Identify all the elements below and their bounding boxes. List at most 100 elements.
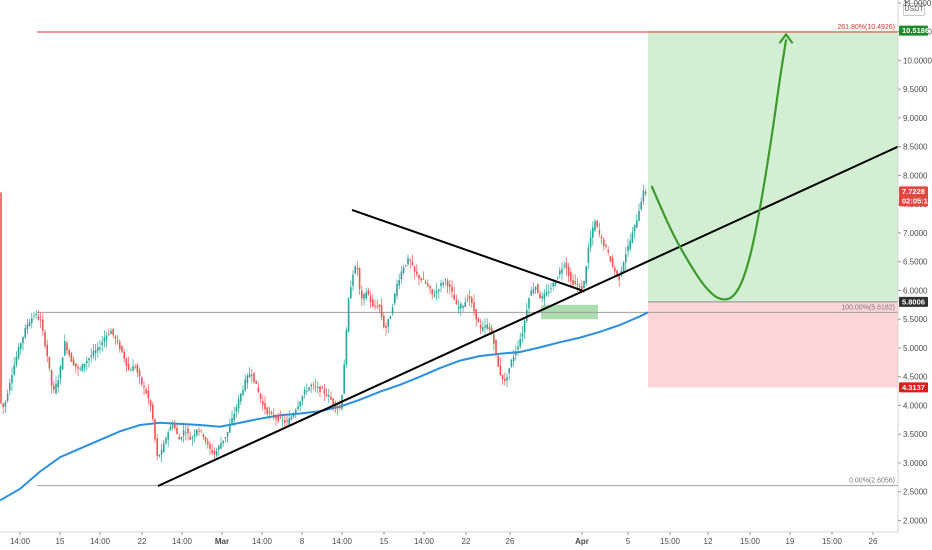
trendlines[interactable] — [157, 145, 899, 487]
candle-body — [163, 443, 165, 453]
candle-body — [101, 342, 103, 346]
candle-body — [273, 414, 275, 418]
candle-body — [521, 333, 524, 337]
time-tick-label: 14:00 — [172, 537, 193, 546]
candle-body — [609, 256, 612, 262]
candle-body — [86, 360, 88, 364]
price-tick-label: 3.0000 — [903, 459, 928, 468]
candle-body — [422, 279, 425, 280]
candle-body — [576, 284, 579, 285]
price-tag-bg — [899, 186, 928, 207]
candle-body — [354, 266, 356, 274]
candle-body — [48, 356, 51, 369]
candle-body — [226, 431, 229, 437]
candle-body — [196, 429, 198, 436]
candle-body — [438, 289, 440, 292]
candle-body — [303, 389, 306, 395]
candle-body — [83, 363, 86, 368]
candle-body — [108, 334, 110, 335]
fib-label: 100.00%(5.6182) — [841, 304, 895, 311]
candle-body — [332, 398, 334, 405]
candle-body — [132, 365, 134, 371]
candle-body — [330, 396, 332, 400]
trendline — [157, 145, 899, 487]
candle-body — [484, 325, 486, 328]
trendline — [351, 208, 583, 292]
candle-body — [231, 418, 233, 424]
candle-body — [44, 331, 46, 346]
price-tick-label: 3.5000 — [903, 430, 928, 439]
candle-body — [70, 353, 73, 362]
time-tick-label: 22 — [138, 537, 147, 546]
currency-badge[interactable]: USDT — [903, 3, 925, 16]
candle-body — [156, 438, 158, 456]
candle-body — [440, 283, 442, 286]
candle-body — [464, 302, 466, 307]
candle-body — [297, 406, 299, 410]
candle-body — [473, 302, 475, 312]
candle-body — [9, 383, 11, 391]
candle-body — [165, 438, 167, 444]
candle-body — [167, 432, 169, 440]
candle-body — [281, 419, 284, 421]
candle-body — [605, 245, 607, 247]
candle-body — [517, 346, 519, 350]
candle-body — [251, 375, 253, 376]
candle-body — [633, 224, 636, 232]
candle-body — [174, 424, 176, 429]
candle-body — [622, 262, 625, 272]
candle-body — [506, 377, 508, 381]
candle-body — [519, 339, 521, 347]
currency-indicator-dot — [905, 1, 908, 4]
candle-body — [279, 417, 282, 418]
candle-body — [92, 351, 95, 356]
candle-body — [116, 340, 119, 342]
candle-body — [376, 306, 378, 308]
candle-body — [17, 346, 20, 359]
candle-body — [585, 266, 587, 284]
price-tag-bg — [899, 382, 928, 393]
candle-body — [141, 377, 143, 385]
candle-body — [625, 254, 627, 263]
candle-body — [50, 370, 53, 386]
candle-body — [618, 274, 620, 280]
candle-body — [328, 395, 330, 397]
candle-body — [631, 232, 634, 243]
candle-body — [383, 315, 385, 328]
candle-body — [581, 286, 583, 291]
price-tick-label: 6.5000 — [903, 258, 928, 267]
candle-body — [345, 330, 348, 365]
candle-body — [488, 327, 491, 330]
candle-body — [391, 307, 394, 314]
candle-body — [541, 296, 543, 299]
candle-body — [308, 387, 310, 391]
candle-body — [59, 366, 62, 378]
candle-body — [68, 350, 70, 356]
candle-body — [171, 424, 174, 428]
candle-body — [400, 271, 403, 280]
time-tick-label: 15:00 — [822, 537, 843, 546]
fib-label: 0.00%(2.6056) — [849, 478, 895, 485]
candle-body — [123, 352, 125, 359]
candle-body — [154, 419, 156, 440]
candle-body — [627, 245, 629, 252]
candle-body — [35, 313, 37, 316]
candle-body — [266, 407, 268, 414]
candle-body — [26, 324, 29, 330]
candle-body — [237, 399, 240, 409]
time-tick-label: 15:00 — [660, 537, 681, 546]
candle-body — [130, 370, 132, 372]
candle-body — [121, 345, 123, 352]
price-tick-label: 9.5000 — [903, 85, 928, 94]
price-tag-bg — [899, 25, 928, 36]
candle-body — [33, 315, 35, 317]
candle-body — [42, 319, 44, 331]
candle-body — [339, 406, 341, 408]
candle-body — [64, 341, 66, 356]
candle-body — [193, 434, 196, 437]
candle-body — [222, 440, 224, 444]
candle-body — [570, 271, 572, 281]
time-tick-label: 15:00 — [740, 537, 761, 546]
candle-body — [394, 293, 396, 304]
